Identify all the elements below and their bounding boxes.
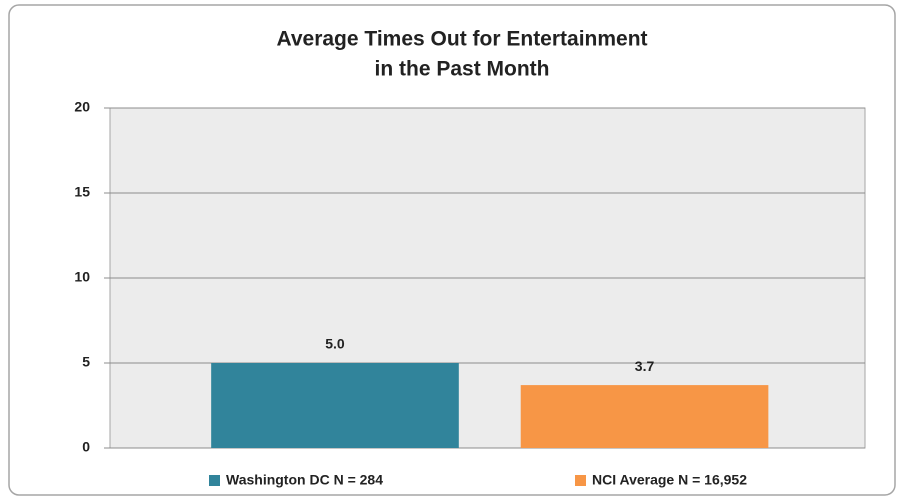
legend-swatch [209, 475, 220, 486]
y-tick-label: 10 [74, 269, 90, 285]
legend-label: NCI Average N = 16,952 [592, 472, 747, 488]
data-label: 5.0 [325, 336, 345, 352]
y-tick-label: 20 [74, 99, 90, 115]
y-tick-label: 15 [74, 184, 90, 200]
y-tick-label: 5 [82, 354, 90, 370]
chart-title: Average Times Out for Entertainment [276, 28, 647, 51]
data-label: 3.7 [635, 358, 655, 374]
legend-swatch [575, 475, 586, 486]
bar [211, 363, 459, 448]
chart-title: in the Past Month [375, 58, 550, 81]
legend-label: Washington DC N = 284 [226, 472, 383, 488]
y-tick-label: 0 [82, 439, 90, 455]
bar [520, 385, 769, 448]
